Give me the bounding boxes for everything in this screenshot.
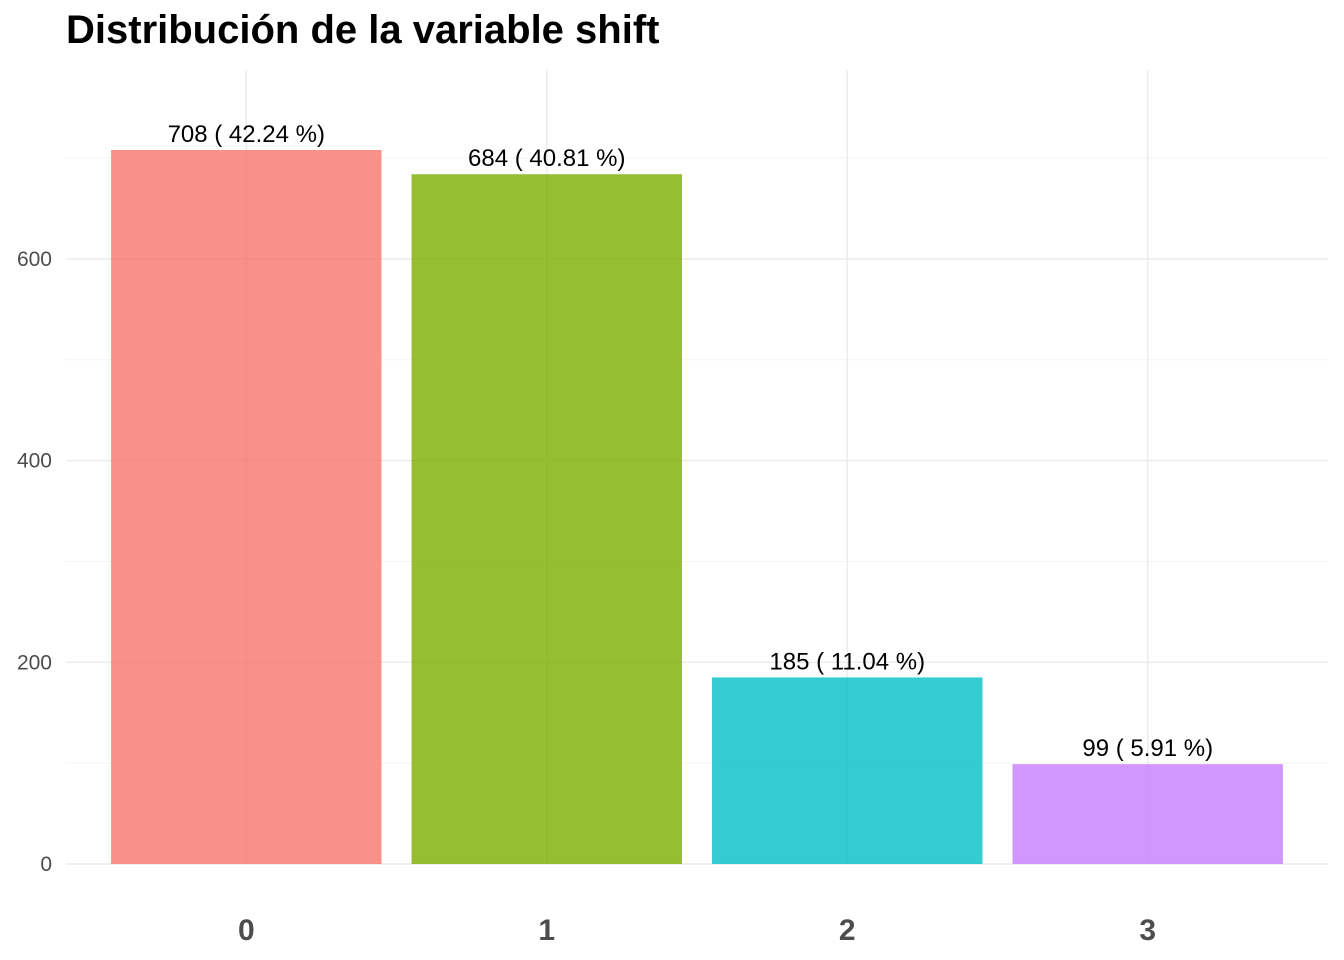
y-tick-label: 600	[17, 248, 52, 271]
y-tick-label: 400	[17, 450, 52, 473]
x-tick-label: 2	[839, 914, 856, 947]
x-tick-label: 3	[1139, 914, 1156, 947]
bar-3	[1012, 764, 1283, 864]
chart-title: Distribución de la variable shift	[66, 8, 660, 52]
x-tick-label: 0	[238, 914, 255, 947]
y-axis-tick-labels: 0 200 400 600	[17, 248, 52, 876]
data-label: 185 ( 11.04 %)	[769, 648, 925, 675]
bar-0	[111, 150, 382, 864]
x-axis-tick-labels: 0 1 2 3	[238, 914, 1156, 947]
data-label: 99 ( 5.91 %)	[1082, 735, 1213, 762]
data-labels: 708 ( 42.24 %) 684 ( 40.81 %) 185 ( 11.04 …	[168, 121, 1214, 762]
bar-2	[712, 677, 983, 864]
data-label: 684 ( 40.81 %)	[468, 145, 625, 172]
bar-1	[411, 174, 682, 865]
data-label: 708 ( 42.24 %)	[168, 121, 325, 148]
x-tick-label: 1	[538, 914, 555, 947]
y-tick-label: 0	[40, 853, 52, 876]
bars	[111, 150, 1283, 865]
y-tick-label: 200	[17, 651, 52, 674]
